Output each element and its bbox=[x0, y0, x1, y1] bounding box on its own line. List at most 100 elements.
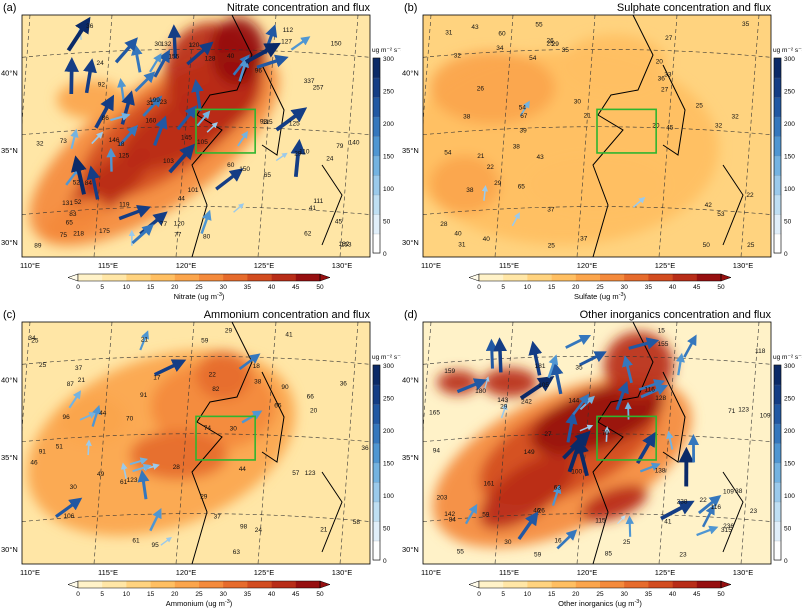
flux-tick-label: 300 bbox=[383, 56, 394, 63]
value-label: 27 bbox=[661, 86, 669, 93]
value-label: 138 bbox=[655, 468, 666, 475]
flux-arrow bbox=[464, 503, 478, 525]
value-label: 65 bbox=[518, 183, 526, 190]
lon-tick-label: 125°E bbox=[254, 568, 275, 577]
value-label: 34 bbox=[496, 45, 504, 52]
flux-arrow bbox=[638, 379, 665, 391]
value-label: 315 bbox=[721, 527, 732, 534]
value-label: 65 bbox=[66, 220, 74, 227]
value-label: 24 bbox=[97, 60, 105, 67]
flux-unit-label: ug m⁻² s⁻¹ bbox=[372, 354, 401, 361]
value-label: 17 bbox=[153, 375, 161, 382]
value-label: 100 bbox=[571, 469, 582, 476]
map-figure: 21 44 36 61 57 18 82 123 66 63 29 34 41 46 98 123 90 96 91… bbox=[1, 309, 401, 608]
value-label: 38 bbox=[735, 488, 743, 495]
flux-tick-label: 250 bbox=[383, 89, 394, 96]
value-label: 146 bbox=[109, 137, 120, 144]
lat-tick-label: 30°N bbox=[402, 238, 419, 247]
value-label: 35 bbox=[575, 365, 583, 372]
conc-tick-label: 40 bbox=[268, 591, 276, 598]
flux-arrow bbox=[701, 504, 715, 528]
value-label: 128 bbox=[205, 56, 216, 63]
flux-tick-label: 200 bbox=[383, 428, 394, 435]
study-region-box bbox=[596, 108, 657, 154]
flux-arrow bbox=[622, 355, 633, 384]
value-label: 89 bbox=[34, 242, 42, 249]
value-label: 36 bbox=[361, 445, 369, 452]
panel-title: Nitrate concentration and flux bbox=[227, 2, 371, 14]
value-label: 38 bbox=[513, 143, 521, 150]
value-label: 101 bbox=[188, 187, 199, 194]
flux-arrow bbox=[131, 223, 154, 245]
value-label: 27 bbox=[665, 35, 673, 42]
value-label: 86 bbox=[102, 115, 110, 122]
flux-tick-label: 300 bbox=[784, 363, 795, 370]
value-label: 65 bbox=[264, 172, 272, 179]
value-label: 57 bbox=[292, 470, 300, 477]
value-label: 25 bbox=[747, 242, 755, 249]
lon-tick-label: 120°E bbox=[577, 568, 598, 577]
flux-arrow bbox=[500, 403, 508, 419]
flux-tick-label: 50 bbox=[784, 219, 792, 226]
value-label: 63 bbox=[233, 549, 241, 556]
value-label: 58 bbox=[353, 519, 361, 526]
flux-unit-label: ug m⁻² s⁻¹ bbox=[773, 354, 802, 361]
flux-arrow bbox=[696, 525, 719, 537]
flux-arrow bbox=[91, 404, 102, 427]
value-label: 23 bbox=[679, 551, 687, 558]
value-label: 27 bbox=[544, 431, 552, 438]
flux-arrow bbox=[153, 359, 187, 377]
value-label: 40 bbox=[227, 53, 235, 60]
value-label: 20 bbox=[310, 408, 318, 415]
flux-arrow bbox=[628, 337, 660, 350]
flux-arrow bbox=[481, 185, 489, 201]
value-label: 52 bbox=[73, 179, 81, 186]
flux-arrow bbox=[233, 203, 245, 213]
value-label: 82 bbox=[212, 386, 220, 393]
value-label: 37 bbox=[547, 207, 555, 214]
panel-label: (c) bbox=[3, 309, 16, 321]
value-label: 21 bbox=[320, 527, 328, 534]
value-label: 149 bbox=[524, 449, 535, 456]
value-label: 24 bbox=[326, 156, 334, 163]
value-label: 218 bbox=[73, 231, 84, 238]
value-label: 118 bbox=[755, 348, 766, 355]
value-label: 119 bbox=[119, 201, 130, 208]
lat-tick-label: 35°N bbox=[402, 453, 419, 462]
flux-arrow bbox=[153, 115, 168, 146]
lon-tick-label: 120°E bbox=[176, 261, 197, 270]
flux-tick-label: 100 bbox=[784, 186, 795, 193]
value-label: 123 bbox=[127, 477, 138, 484]
value-label: 238 bbox=[677, 499, 688, 506]
value-label: 29 bbox=[225, 328, 233, 335]
conc-tick-label: 40 bbox=[669, 284, 677, 291]
flux-arrow bbox=[666, 430, 674, 450]
lat-tick-label: 30°N bbox=[1, 545, 18, 554]
value-label: 53 bbox=[717, 211, 725, 218]
conc-tick-label: 25 bbox=[596, 284, 604, 291]
lon-tick-label: 110°E bbox=[20, 261, 40, 270]
lon-tick-label: 110°E bbox=[421, 568, 441, 577]
value-label: 51 bbox=[56, 444, 64, 451]
colorbar-title: Other inorganics (ug m-3) bbox=[558, 599, 642, 608]
flux-tick-label: 250 bbox=[784, 89, 795, 96]
flux-arrow bbox=[54, 497, 83, 519]
value-label: 36 bbox=[340, 381, 348, 388]
flux-arrow bbox=[200, 209, 212, 235]
study-region-box bbox=[195, 415, 256, 461]
study-region-box bbox=[596, 415, 657, 461]
value-label: 70 bbox=[126, 415, 134, 422]
value-label: 161 bbox=[484, 480, 495, 487]
conc-tick-label: 15 bbox=[548, 591, 556, 598]
value-label: 30 bbox=[154, 41, 162, 48]
value-label: 26 bbox=[538, 508, 546, 515]
value-label: 203 bbox=[437, 494, 448, 501]
value-label: 112 bbox=[283, 27, 294, 34]
value-label: 123 bbox=[305, 470, 316, 477]
flux-arrow bbox=[153, 49, 170, 78]
value-label: 32 bbox=[732, 113, 740, 120]
lon-tick-label: 115°E bbox=[98, 568, 118, 577]
value-label: 38 bbox=[466, 187, 474, 194]
flux-tick-label: 0 bbox=[383, 558, 387, 565]
conc-tick-label: 30 bbox=[621, 284, 629, 291]
